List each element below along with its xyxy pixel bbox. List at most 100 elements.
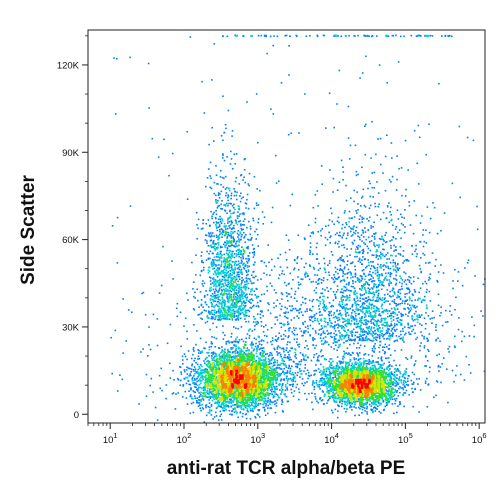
data-point bbox=[235, 347, 237, 350]
data-point bbox=[407, 322, 409, 325]
data-point bbox=[218, 312, 220, 314]
data-point bbox=[374, 245, 376, 248]
data-point bbox=[400, 313, 403, 316]
data-point bbox=[231, 261, 234, 263]
data-point bbox=[383, 317, 385, 320]
data-point bbox=[239, 350, 241, 352]
data-point bbox=[246, 315, 248, 317]
data-point bbox=[171, 152, 174, 155]
data-point bbox=[363, 407, 366, 409]
data-point bbox=[390, 312, 392, 315]
data-point bbox=[239, 298, 242, 301]
data-point bbox=[217, 246, 219, 249]
data-point bbox=[400, 285, 403, 288]
data-point bbox=[440, 312, 442, 314]
data-point bbox=[350, 316, 352, 319]
data-point bbox=[222, 288, 225, 290]
data-point bbox=[111, 372, 113, 375]
data-point bbox=[246, 293, 248, 296]
data-point bbox=[236, 274, 238, 277]
data-point bbox=[334, 233, 337, 236]
data-point bbox=[231, 396, 234, 399]
data-point bbox=[273, 362, 275, 364]
data-point bbox=[392, 236, 394, 238]
data-point bbox=[227, 281, 229, 284]
data-point bbox=[353, 189, 355, 192]
data-point bbox=[416, 336, 419, 339]
data-point bbox=[208, 348, 211, 351]
data-point bbox=[223, 366, 226, 369]
data-point bbox=[239, 313, 242, 316]
data-point bbox=[277, 375, 280, 377]
data-point bbox=[238, 296, 240, 298]
data-point bbox=[235, 410, 237, 412]
data-point bbox=[193, 391, 196, 393]
data-point bbox=[327, 398, 330, 401]
data-point bbox=[387, 35, 390, 37]
data-point bbox=[408, 201, 410, 203]
data-point bbox=[196, 370, 199, 373]
data-point bbox=[232, 408, 234, 410]
data-point bbox=[383, 321, 386, 324]
data-point bbox=[369, 204, 372, 207]
data-point bbox=[304, 274, 306, 276]
data-point bbox=[373, 286, 375, 288]
data-point bbox=[213, 211, 215, 214]
data-point bbox=[397, 61, 400, 63]
data-point bbox=[248, 328, 251, 331]
data-point bbox=[193, 383, 196, 386]
data-point bbox=[121, 378, 124, 381]
data-point bbox=[346, 264, 348, 266]
data-point bbox=[149, 348, 152, 351]
data-point bbox=[396, 368, 399, 370]
data-point bbox=[238, 268, 241, 271]
data-point bbox=[378, 410, 380, 413]
data-point bbox=[228, 308, 230, 310]
data-point bbox=[242, 286, 245, 289]
data-point bbox=[280, 393, 282, 395]
data-point bbox=[230, 405, 232, 408]
data-point bbox=[346, 320, 348, 322]
data-point bbox=[318, 305, 320, 307]
data-point bbox=[233, 227, 235, 230]
data-point bbox=[225, 284, 227, 286]
data-point bbox=[129, 56, 131, 59]
data-point bbox=[440, 306, 442, 308]
data-point bbox=[393, 394, 396, 396]
data-point bbox=[192, 369, 195, 371]
data-point bbox=[271, 390, 273, 393]
data-point bbox=[253, 348, 255, 351]
data-point bbox=[289, 384, 292, 386]
data-point bbox=[340, 259, 343, 261]
data-point bbox=[400, 349, 403, 351]
data-point bbox=[236, 232, 239, 235]
data-point bbox=[239, 251, 241, 253]
data-point bbox=[322, 277, 325, 279]
data-point bbox=[284, 329, 287, 332]
data-point bbox=[341, 306, 343, 308]
data-point bbox=[373, 280, 376, 282]
data-point bbox=[183, 325, 185, 327]
data-point bbox=[183, 378, 186, 380]
data-point bbox=[392, 269, 395, 271]
data-point bbox=[339, 361, 342, 364]
data-point bbox=[323, 357, 326, 360]
data-point bbox=[285, 259, 288, 261]
data-point bbox=[375, 299, 378, 301]
data-point bbox=[228, 240, 230, 242]
data-point bbox=[223, 266, 225, 269]
data-point bbox=[286, 379, 289, 381]
data-point bbox=[421, 324, 423, 327]
data-point bbox=[338, 246, 340, 248]
data-point bbox=[376, 214, 379, 217]
data-point bbox=[240, 402, 242, 404]
data-point bbox=[245, 202, 248, 205]
data-point bbox=[228, 351, 231, 353]
data-point bbox=[383, 346, 386, 349]
data-point bbox=[213, 359, 216, 362]
data-point bbox=[393, 244, 395, 247]
data-point bbox=[194, 369, 196, 372]
data-point bbox=[358, 339, 361, 342]
data-point bbox=[246, 333, 249, 335]
data-point bbox=[252, 405, 255, 408]
